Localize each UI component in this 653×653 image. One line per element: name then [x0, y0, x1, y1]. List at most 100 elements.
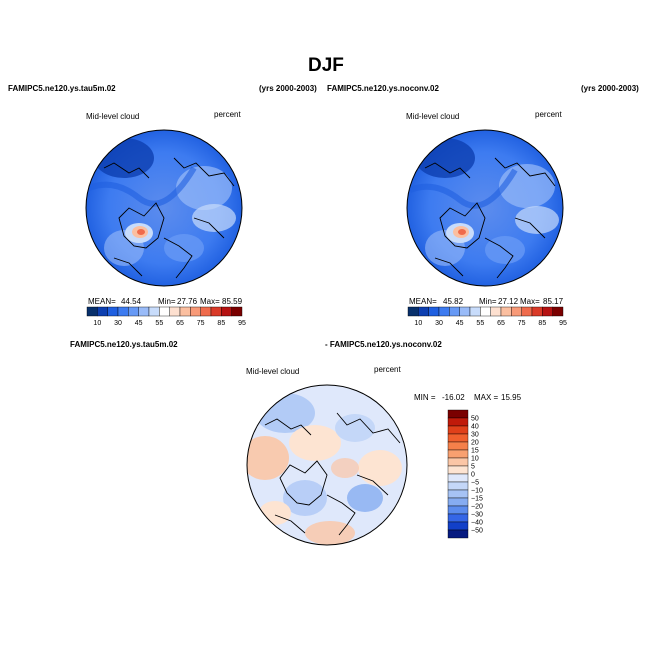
panel2-min-label: Min=: [479, 297, 497, 306]
panel3-colorbar-box: [447, 473, 469, 483]
panel3-colorbar-tick-label: 0: [471, 472, 475, 479]
panel1-colorbar-tick-label: 10: [93, 320, 101, 327]
panel1-colorbar-tick-label: 85: [217, 320, 225, 327]
panel2-colorbar-tick-label: 65: [497, 320, 505, 327]
panel1-colorbar-box: [159, 306, 170, 317]
panel1-colorbar-box: [210, 306, 222, 317]
panel2-colorbar-box: [428, 306, 440, 317]
panel2-colorbar-box: [521, 306, 533, 317]
panel3-colorbar-box: [447, 417, 469, 427]
panel2-colorbar-box: [542, 306, 553, 317]
panel1-colorbar-tick-label: 30: [114, 320, 122, 327]
panel3-colorbar-tick-label: −15: [471, 496, 483, 503]
panel2-max-label: Max=: [520, 297, 540, 306]
panel3-variable: Mid-level cloud: [246, 367, 300, 376]
panel2-colorbar-box: [418, 306, 429, 317]
panel1-colorbar-box: [138, 306, 150, 317]
panel3-colorbar-box: [447, 481, 469, 491]
panel3-colorbar-tick-label: 10: [471, 456, 479, 463]
panel1-colorbar-tick-label: 95: [238, 320, 246, 327]
panel2-colorbar-tick-label: 45: [456, 320, 464, 327]
panel2-colorbar-box: [438, 306, 450, 317]
panel1-colorbar-box: [86, 306, 98, 317]
panel2-polar-map: [406, 129, 564, 287]
panel2-colorbar-box: [490, 306, 502, 317]
panel3-colorbar-box: [447, 457, 469, 467]
panel3-colorbar-tick-label: 15: [471, 448, 479, 455]
panel3-colorbar-box: [447, 497, 469, 507]
panel2-colorbar-tick-label: 10: [414, 320, 422, 327]
panel1-max-label: Max=: [200, 297, 220, 306]
panel1-colorbar-box: [107, 306, 119, 317]
panel3-colorbar-box: [447, 521, 469, 531]
panel1-colorbar-box: [221, 306, 232, 317]
panel3-max-label: MAX =: [474, 393, 499, 402]
panel2-colorbar-tick-label: 55: [476, 320, 484, 327]
panel3-case-a: FAMIPC5.ne120.ys.tau5m.02: [70, 340, 178, 349]
panel3-colorbar-tick-label: −40: [471, 520, 483, 527]
panel1-case-name: FAMIPC5.ne120.ys.tau5m.02: [8, 84, 116, 93]
panel3-colorbar-tick-label: 30: [471, 432, 479, 439]
panel1-colorbar-tick-label: 55: [155, 320, 163, 327]
panel3-colorbar-tick-label: −30: [471, 512, 483, 519]
panel2-colorbar-tick-label: 95: [559, 320, 567, 327]
panel1-colorbar-box: [128, 306, 139, 317]
panel3-case-b: - FAMIPC5.ne120.ys.noconv.02: [325, 340, 442, 349]
panel2-variable: Mid-level cloud: [406, 112, 460, 121]
panel3-colorbar-tick-label: 50: [471, 416, 479, 423]
figure-title: DJF: [308, 55, 344, 76]
panel2-colorbar: 10 30 45 55 65 75 85 95: [407, 306, 567, 327]
panel3-colorbar-box: [447, 529, 469, 539]
panel1-units: percent: [214, 110, 241, 119]
panel3-colorbar-box: [447, 433, 469, 443]
panel2-colorbar-tick-label: 85: [538, 320, 546, 327]
panel3-colorbar-tick-label: −20: [471, 504, 483, 511]
panel2-colorbar-box: [480, 306, 491, 317]
panel1-min-label: Min=: [158, 297, 176, 306]
panel1-colorbar-box: [169, 306, 181, 317]
panel3-max-value: 15.95: [501, 393, 522, 402]
panel2-colorbar-box: [407, 306, 419, 317]
panel3-colorbar-tick-label: 20: [471, 440, 479, 447]
panel3-colorbar-box: [447, 425, 469, 435]
panel3-colorbar-tick-label: −5: [471, 480, 479, 487]
panel1-colorbar-box: [117, 306, 129, 317]
panel3-colorbar-box: [447, 409, 469, 419]
panel3-colorbar-box: [447, 465, 469, 475]
panel3-colorbar-box: [447, 489, 469, 499]
panel3-colorbar-box: [447, 449, 469, 459]
panel1-variable: Mid-level cloud: [86, 112, 140, 121]
panel1-min-value: 27.76: [177, 297, 198, 306]
panel3-colorbar-tick-label: 40: [471, 424, 479, 431]
panel3-min-value: -16.02: [442, 393, 465, 402]
panel2-colorbar-box: [449, 306, 460, 317]
panel1-colorbar-box: [190, 306, 201, 317]
panel3-colorbar-tick-label: 5: [471, 464, 475, 471]
panel1-colorbar-tick-label: 65: [176, 320, 184, 327]
panel1-colorbar-box: [231, 306, 243, 317]
panel2-colorbar-tick-label: 75: [518, 320, 526, 327]
panel1-polar-map: [85, 129, 243, 287]
panel2-colorbar-box: [500, 306, 512, 317]
panel1-colorbar-tick-label: 75: [197, 320, 205, 327]
panel3-colorbar-box: [447, 513, 469, 523]
panel1-colorbar-tick-label: 45: [135, 320, 143, 327]
panel2-min-value: 27.12: [498, 297, 519, 306]
panel2-colorbar-box: [469, 306, 481, 317]
panel3-min-label: MIN =: [414, 393, 436, 402]
panel3-polar-map: [246, 384, 408, 546]
panel3-colorbar-tick-label: −50: [471, 528, 483, 535]
panel2-colorbar-box: [531, 306, 543, 317]
panel1-mean-value: 44.54: [121, 297, 142, 306]
panel1-colorbar-box: [97, 306, 108, 317]
panel2-colorbar-tick-label: 30: [435, 320, 443, 327]
panel1-colorbar-box: [200, 306, 212, 317]
panel1-years: (yrs 2000-2003): [259, 84, 317, 93]
panel2-units: percent: [535, 110, 562, 119]
panel2-colorbar-box: [511, 306, 522, 317]
panel2-years: (yrs 2000-2003): [581, 84, 639, 93]
panel2-case-name: FAMIPC5.ne120.ys.noconv.02: [327, 84, 439, 93]
panel1-colorbar-box: [148, 306, 160, 317]
